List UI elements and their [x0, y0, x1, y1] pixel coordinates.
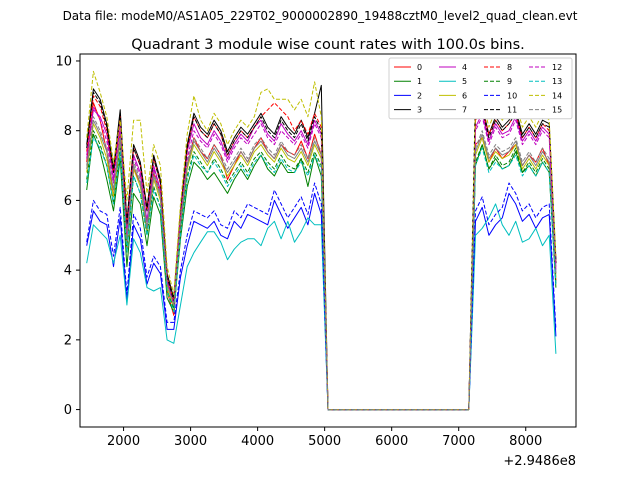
series-line-1: [86, 133, 557, 411]
figure-suptitle: Data file: modeM0/AS1A05_229T02_90000028…: [63, 9, 578, 23]
series-line-2: [86, 192, 557, 411]
x-tick-label: 5000: [308, 434, 341, 449]
chart-title: Quadrant 3 module wise count rates with …: [131, 37, 525, 53]
legend-label-3: 3: [417, 106, 422, 115]
legend-label-10: 10: [507, 91, 517, 100]
series-line-5: [86, 203, 557, 411]
series-line-7: [86, 119, 557, 411]
legend-label-11: 11: [507, 106, 517, 115]
x-offset-label: +2.9486e8: [503, 454, 576, 469]
legend-label-15: 15: [552, 106, 562, 115]
y-tick-label: 4: [64, 264, 72, 279]
x-tick-label: 8000: [509, 434, 542, 449]
x-axis: 2000 3000 4000 5000 6000 7000 8000: [107, 427, 542, 449]
series-layer: [86, 70, 557, 411]
x-tick-label: 6000: [375, 434, 408, 449]
legend-label-12: 12: [552, 63, 562, 72]
series-line-15: [86, 116, 557, 411]
series-line-13: [86, 137, 557, 411]
legend-label-4: 4: [462, 63, 467, 72]
y-tick-label: 2: [64, 333, 72, 348]
legend-label-0: 0: [417, 63, 422, 72]
axes-frame: [79, 53, 577, 428]
x-tick-label: 3000: [174, 434, 207, 449]
y-tick-label: 10: [55, 54, 72, 69]
y-tick-label: 8: [64, 124, 72, 139]
legend-label-9: 9: [507, 77, 512, 86]
x-tick-label: 4000: [241, 434, 274, 449]
series-line-4: [86, 109, 557, 411]
y-tick-label: 6: [64, 194, 72, 209]
series-line-12: [86, 105, 557, 411]
y-axis: 0 2 4 6 8 10: [55, 54, 80, 418]
legend-label-2: 2: [417, 91, 422, 100]
legend-label-5: 5: [462, 77, 467, 86]
series-line-6: [86, 123, 557, 411]
x-tick-label: 2000: [107, 434, 140, 449]
series-line-11: [86, 91, 557, 411]
series-line-3: [86, 84, 557, 411]
y-tick-label: 0: [64, 403, 72, 418]
legend-label-7: 7: [462, 106, 467, 115]
legend-label-1: 1: [417, 77, 422, 86]
legend-label-14: 14: [552, 91, 562, 100]
legend-label-6: 6: [462, 91, 467, 100]
legend-box: [388, 57, 573, 120]
x-tick-label: 7000: [442, 434, 475, 449]
series-line-10: [86, 182, 557, 411]
legend-label-8: 8: [507, 63, 512, 72]
legend-label-13: 13: [552, 77, 562, 86]
